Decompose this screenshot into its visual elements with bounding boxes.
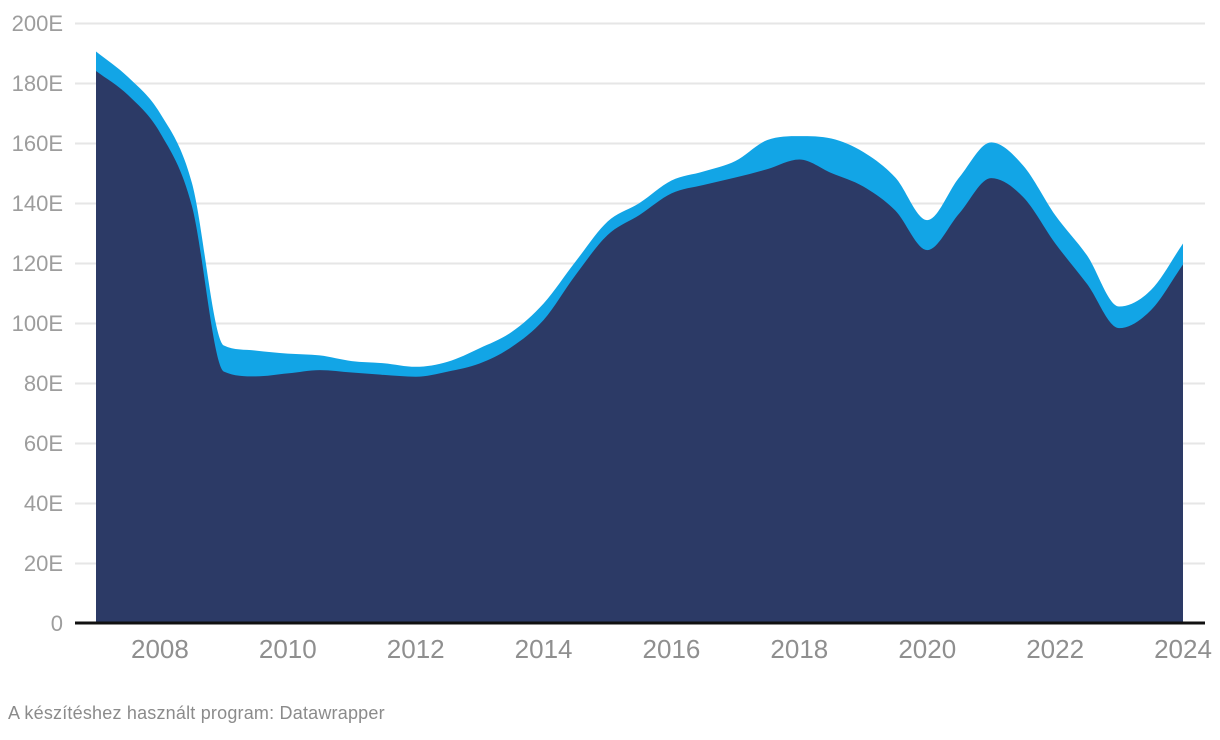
x-axis-tick-label: 2018: [770, 634, 828, 664]
series-area-navy: [96, 71, 1183, 623]
x-axis-tick-label: 2010: [259, 634, 317, 664]
y-axis-tick-label: 180E: [12, 71, 63, 96]
x-axis-tick-label: 2012: [387, 634, 445, 664]
x-axis-tick-label: 2020: [898, 634, 956, 664]
y-axis-tick-label: 40E: [24, 491, 63, 516]
x-axis-tick-label: 2022: [1026, 634, 1084, 664]
x-axis-tick-label: 2016: [643, 634, 701, 664]
x-axis-tick-label: 2008: [131, 634, 189, 664]
y-axis-tick-label: 60E: [24, 431, 63, 456]
y-axis-tick-label: 200E: [12, 11, 63, 36]
y-axis-tick-label: 100E: [12, 311, 63, 336]
x-axis-tick-label: 2024: [1154, 634, 1212, 664]
y-axis-tick-label: 120E: [12, 251, 63, 276]
x-axis-tick-label: 2014: [515, 634, 573, 664]
y-axis-tick-label: 20E: [24, 551, 63, 576]
y-axis-tick-label: 80E: [24, 371, 63, 396]
y-axis-tick-label: 0: [51, 611, 63, 636]
y-axis-tick-label: 140E: [12, 191, 63, 216]
y-axis-tick-label: 160E: [12, 131, 63, 156]
attribution-note: A készítéshez használt program: Datawrap…: [8, 703, 385, 723]
